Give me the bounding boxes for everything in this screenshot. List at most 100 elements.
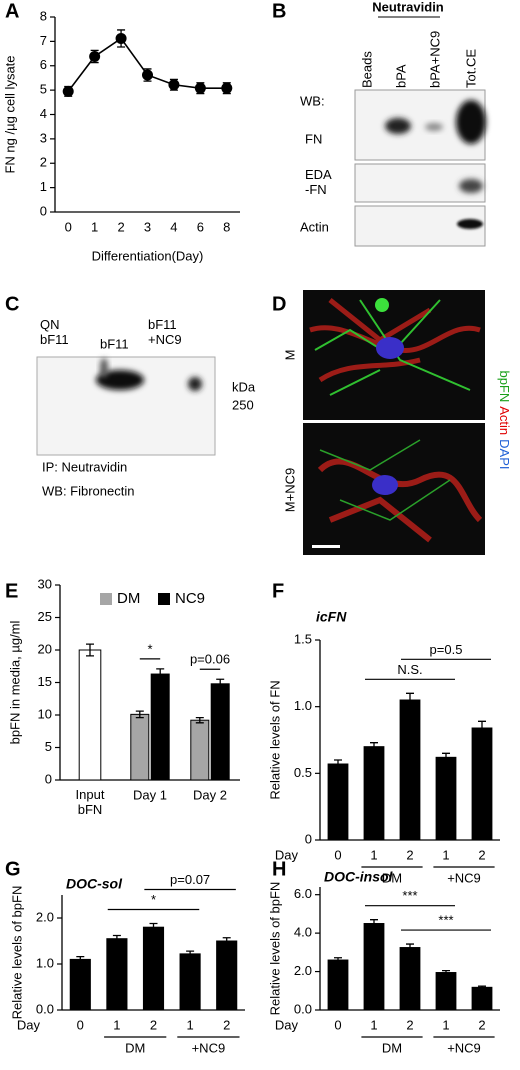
y-axis-label: Relative levels of bpFN <box>267 882 282 1016</box>
y-tick-label: 15 <box>38 674 52 689</box>
y-tick-label: 7 <box>40 33 47 48</box>
bar <box>106 938 128 1011</box>
x-tick-label: 0 <box>334 847 341 862</box>
bracket-label: *** <box>402 888 417 903</box>
x-tick-label: 1 <box>186 1017 193 1032</box>
y-axis-label: Relative levels of FN <box>267 680 282 799</box>
y-tick-label: 8 <box>40 8 47 23</box>
marker-label: 250 <box>232 397 254 412</box>
bar <box>69 958 91 1011</box>
data-point <box>115 32 127 44</box>
error-bar <box>406 692 414 708</box>
y-axis-label: FN ng /µg cell lysate <box>2 55 17 173</box>
x-tick-label: 2 <box>150 1017 157 1032</box>
bar <box>327 959 349 1011</box>
blot-note: WB: Fibronectin <box>42 483 134 498</box>
y-tick-label: 6.0 <box>294 886 312 901</box>
lane-label: bPA+NC9 <box>427 31 442 88</box>
panel-letter: C <box>5 293 19 315</box>
bar <box>435 972 457 1011</box>
bracket-label: p=0.5 <box>430 642 463 657</box>
bar <box>435 756 457 841</box>
x-tick-label: 8 <box>223 219 230 234</box>
row-label: EDA -FN <box>305 167 332 197</box>
bar <box>78 649 102 781</box>
chart-title: DOC-sol <box>66 876 123 892</box>
group-label: DM <box>125 1040 145 1055</box>
chart-title: DOC-insol <box>324 869 394 885</box>
x-tick-label: 1 <box>91 219 98 234</box>
x-tick-label: 2 <box>223 1017 230 1032</box>
bar <box>363 923 385 1011</box>
y-tick-label: 30 <box>38 576 52 591</box>
y-tick-label: 0.5 <box>294 765 312 780</box>
error-bar <box>478 720 486 736</box>
bracket-label: *** <box>438 913 453 928</box>
x-tick-label: 4 <box>170 219 177 234</box>
lane-label: bF11 +NC9 <box>148 317 182 347</box>
error-bar <box>442 969 450 976</box>
lane-label: bPA <box>393 64 408 88</box>
y-tick-label: 5 <box>40 82 47 97</box>
y-tick-label: 2 <box>40 155 47 170</box>
bar <box>399 947 421 1011</box>
x-axis-label: Day <box>275 1017 299 1032</box>
error-bar <box>156 668 165 680</box>
bar <box>471 727 493 841</box>
error-bar <box>195 716 204 724</box>
x-tick-label: 1 <box>442 847 449 862</box>
data-point <box>89 50 101 62</box>
bar <box>142 926 165 1011</box>
panel-letter: D <box>272 293 286 315</box>
x-tick-label: 2 <box>406 1017 413 1032</box>
y-tick-label: 20 <box>38 641 52 656</box>
bar <box>216 940 238 1011</box>
x-tick-label: 1 <box>113 1017 120 1032</box>
x-tick-label: 2 <box>117 219 124 234</box>
data-point <box>221 82 233 94</box>
error-bar <box>334 957 342 963</box>
chart-title: icFN <box>316 609 347 625</box>
lane-label: bF11 <box>100 336 129 351</box>
bracket-label: * <box>151 892 156 907</box>
error-bar <box>478 985 486 990</box>
x-tick-label: Day 2 <box>193 787 227 802</box>
panel-letter: B <box>272 0 286 22</box>
panel-letter: H <box>272 858 286 880</box>
y-tick-label: 10 <box>38 706 52 721</box>
panel-letter: E <box>5 580 18 602</box>
bar <box>150 673 170 781</box>
error-bar <box>149 922 158 932</box>
x-tick-label: 1 <box>442 1017 449 1032</box>
x-tick-label: 6 <box>197 219 204 234</box>
y-tick-label: 25 <box>38 609 52 624</box>
marker-unit: kDa <box>232 379 256 394</box>
bar <box>399 699 421 841</box>
y-tick-label: 2.0 <box>36 909 54 924</box>
row-label: WB: <box>300 93 325 108</box>
bar <box>363 746 385 841</box>
y-tick-label: 4 <box>40 106 47 121</box>
x-tick-label: 2 <box>478 847 485 862</box>
y-tick-label: 0.0 <box>294 1001 312 1016</box>
micrograph <box>303 290 485 555</box>
panel-letter: A <box>5 0 19 22</box>
bar <box>130 713 150 781</box>
error-bar <box>442 752 450 762</box>
stain-label: DAPI <box>497 439 512 469</box>
row-label: FN <box>305 131 322 146</box>
x-axis-label: Differentiation(Day) <box>92 248 204 263</box>
x-tick-label: Day 1 <box>133 787 167 802</box>
y-tick-label: 0 <box>305 831 312 846</box>
error-bar <box>370 742 378 752</box>
error-bar <box>370 919 378 929</box>
group-label: +NC9 <box>192 1040 226 1055</box>
bracket-label: p=0.07 <box>170 872 210 887</box>
condition-label: M <box>282 350 297 361</box>
error-bar <box>334 759 342 769</box>
bar <box>471 986 493 1011</box>
condition-label: M+NC9 <box>282 468 297 512</box>
error-bar <box>76 955 85 963</box>
blot-header: Neutravidin <box>372 0 444 14</box>
